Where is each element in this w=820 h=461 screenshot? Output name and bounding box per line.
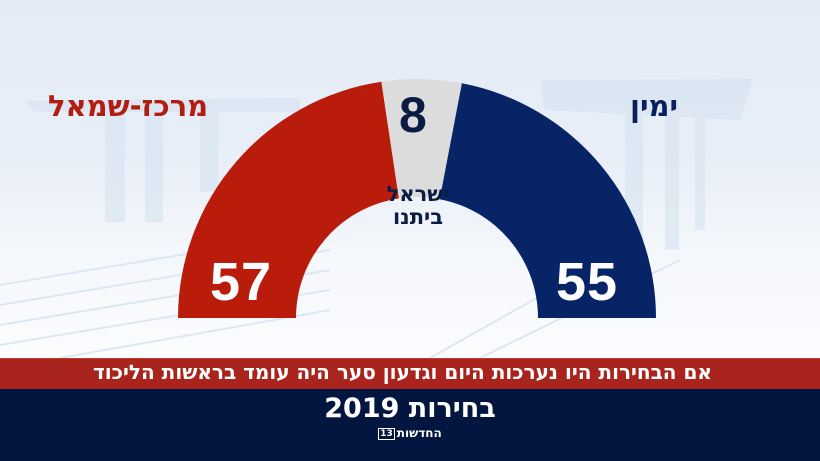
subtitle-text: אם הבחירות היו נערכות היום וגדעון סער הי… [93,360,712,384]
right-bloc-seats: 55 [556,252,619,312]
left-bloc-label: מרכז-שמאל [48,89,209,123]
slice-right-bloc [439,83,656,318]
seat-semicircle-chart [178,79,656,318]
channel-13-logo-icon: 13 [378,427,395,440]
right-bloc-label: ימין [630,89,679,123]
slice-middle-party [381,79,462,200]
channel-brand: החדשות13 [0,426,820,440]
channel-name: החדשות [396,426,442,440]
middle-party-name-line2: ביתנו [392,205,444,229]
footer-title: בחירות 2019 [324,393,496,424]
left-bloc-seats: 57 [210,252,273,312]
middle-party-seats: 8 [399,87,427,143]
slice-left-bloc [178,81,399,318]
middle-party-label: ישראל ביתנו [360,183,476,229]
subtitle-banner: אם הבחירות היו נערכות היום וגדעון סער הי… [0,358,820,389]
footer-banner: בחירות 2019 החדשות13 [0,389,820,461]
middle-party-name-line1: ישראל [386,182,450,206]
